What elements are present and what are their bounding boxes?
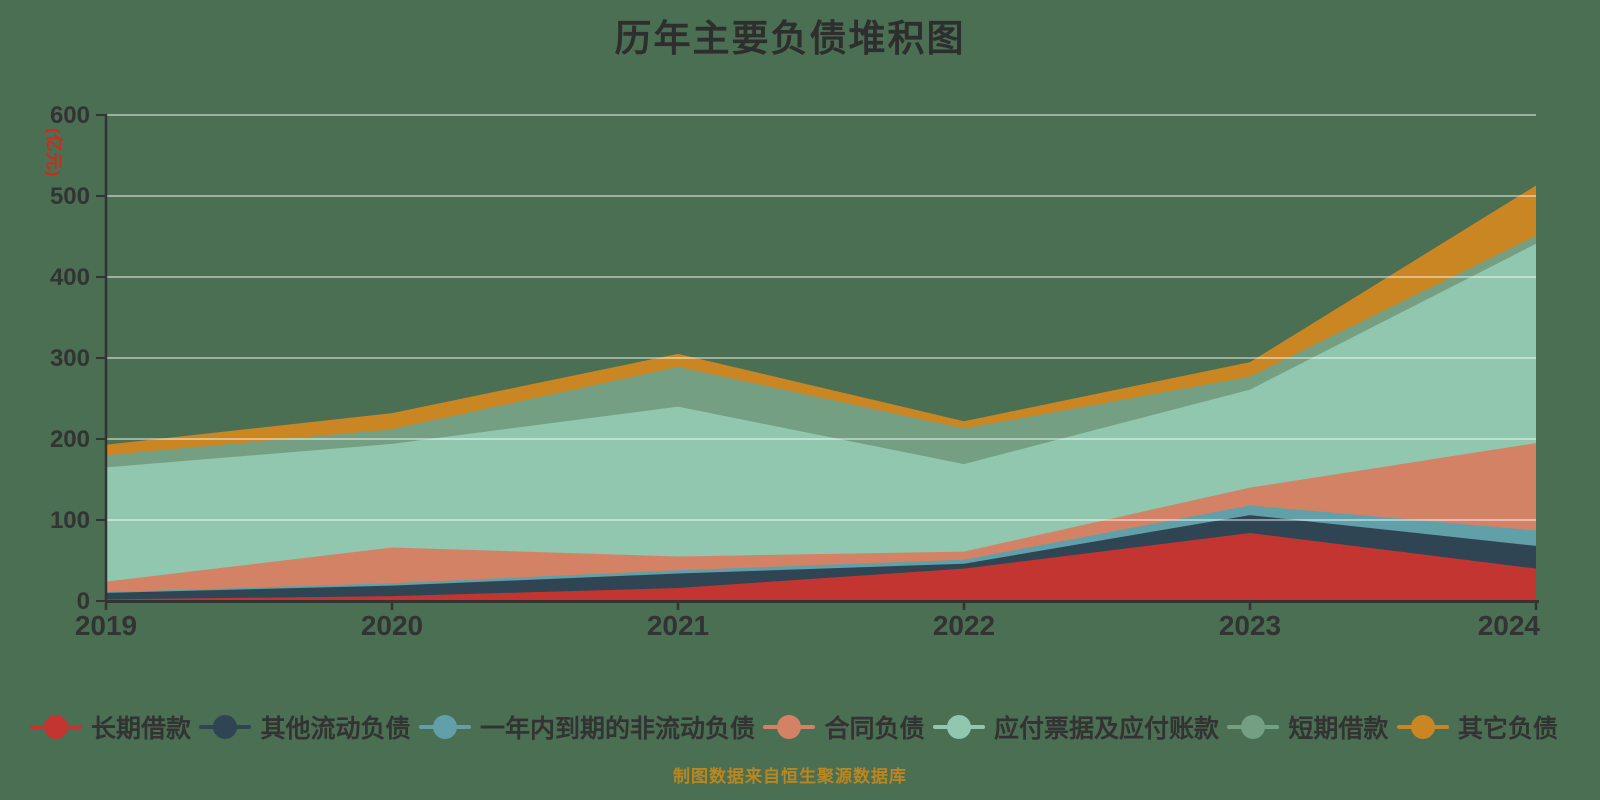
legend-line-circle-icon — [199, 715, 252, 739]
legend-item-5[interactable]: 短期借款 — [1227, 709, 1388, 745]
chart-legend: 长期借款 其他流动负债 一年内到期的非流动负债 合同负债 应付票据及应付账款 短期借款 其它… — [30, 702, 1558, 752]
legend-line-circle-icon — [932, 715, 985, 739]
y-axis-tick-label: 500 — [50, 183, 90, 210]
legend-item-label: 其它负债 — [1457, 715, 1558, 743]
legend-item-label: 其他流动负债 — [260, 715, 411, 743]
legend-item-3[interactable]: 合同负债 — [763, 709, 924, 745]
y-axis-tick-label: 400 — [50, 264, 90, 291]
legend-item-label: 应付票据及应付账款 — [993, 715, 1219, 743]
data-source-note: 制图数据来自恒生聚源数据库 — [673, 767, 907, 786]
y-axis-tick-label: 300 — [50, 345, 90, 372]
legend-item-6[interactable]: 其它负债 — [1396, 709, 1558, 745]
legend-line-circle-icon — [763, 715, 816, 739]
x-axis-tick-label: 2022 — [933, 610, 995, 641]
y-axis-tick-label: 600 — [50, 102, 90, 129]
x-axis-tick-label: 2020 — [361, 610, 423, 641]
x-axis-tick-label: 2021 — [647, 610, 709, 641]
y-axis-tick-label: 0 — [77, 588, 90, 615]
legend-item-label: 合同负债 — [824, 715, 925, 743]
legend-line-circle-icon — [1396, 715, 1449, 739]
y-axis-tick-label: 100 — [50, 507, 90, 534]
legend-item-label: 短期借款 — [1288, 715, 1389, 743]
legend-item-0[interactable]: 长期借款 — [30, 709, 191, 745]
legend-item-label: 长期借款 — [91, 715, 192, 743]
legend-line-circle-icon — [1227, 715, 1280, 739]
area-series-0 — [106, 533, 1536, 601]
legend-item-4[interactable]: 应付票据及应付账款 — [932, 709, 1219, 745]
y-axis-unit-label: (亿元) — [44, 128, 64, 177]
x-axis-tick-label: 2019 — [75, 610, 137, 641]
legend-item-2[interactable]: 一年内到期的非流动负债 — [418, 709, 755, 745]
x-axis-tick-label: 2024 — [1478, 610, 1541, 641]
legend-item-1[interactable]: 其他流动负债 — [199, 709, 411, 745]
x-axis-tick-label: 2023 — [1219, 610, 1281, 641]
y-axis-tick-label: 200 — [50, 426, 90, 453]
legend-line-circle-icon — [418, 715, 471, 739]
chart-title: 历年主要负债堆积图 — [614, 18, 966, 59]
legend-item-label: 一年内到期的非流动负债 — [479, 715, 755, 743]
legend-line-circle-icon — [30, 715, 82, 739]
